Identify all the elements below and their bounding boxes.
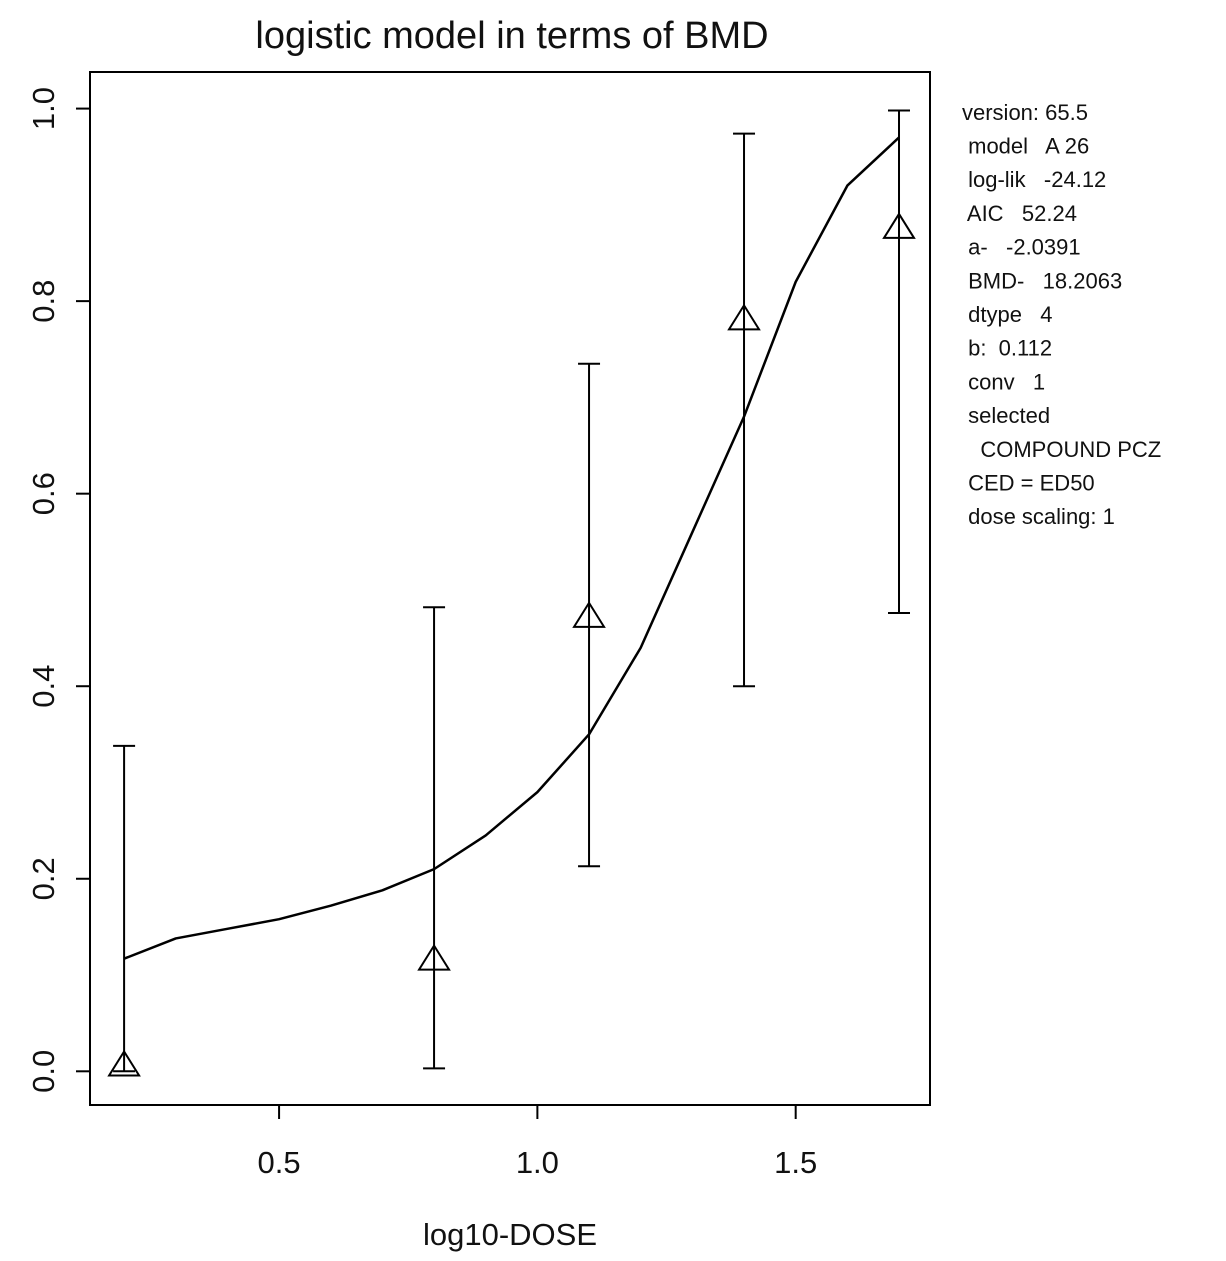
chart-title: logistic model in terms of BMD [255, 15, 768, 57]
annotation-line: conv 1 [962, 369, 1045, 394]
annotation-line: COMPOUND PCZ [962, 437, 1161, 462]
data-point [417, 943, 451, 971]
y-tick-label: 0.6 [26, 472, 61, 515]
x-tick-label: 1.0 [516, 1145, 559, 1180]
annotation-line: a- -2.0391 [962, 235, 1081, 260]
annotation-line: selected [962, 403, 1050, 428]
x-tick-label: 1.5 [774, 1145, 817, 1180]
annotation-line: AIC 52.24 [962, 201, 1077, 226]
y-tick-label: 0.2 [26, 857, 61, 900]
annotation-line: dtype 4 [962, 302, 1053, 327]
y-tick-label: 1.0 [26, 87, 61, 130]
annotation-line: CED = ED50 [962, 471, 1095, 496]
y-tick-label: 0.8 [26, 280, 61, 323]
data-point [882, 212, 916, 239]
data-point [727, 303, 761, 331]
fitted-curve [123, 136, 900, 960]
annotation-line: b: 0.112 [962, 336, 1052, 361]
x-tick-label: 0.5 [258, 1145, 301, 1180]
data-point [572, 600, 606, 628]
x-axis-label: log10-DOSE [423, 1217, 597, 1252]
annotation-line: log-lik -24.12 [962, 167, 1106, 192]
annotation-line: dose scaling: 1 [962, 504, 1115, 529]
annotation-line: BMD- 18.2063 [962, 268, 1122, 293]
y-tick-label: 0.0 [26, 1050, 61, 1093]
plot-frame [89, 71, 931, 1106]
data-point [107, 1049, 141, 1077]
annotation-line: version: 65.5 [962, 100, 1088, 125]
annotation-line: model A 26 [962, 134, 1089, 159]
y-tick-label: 0.4 [26, 665, 61, 708]
